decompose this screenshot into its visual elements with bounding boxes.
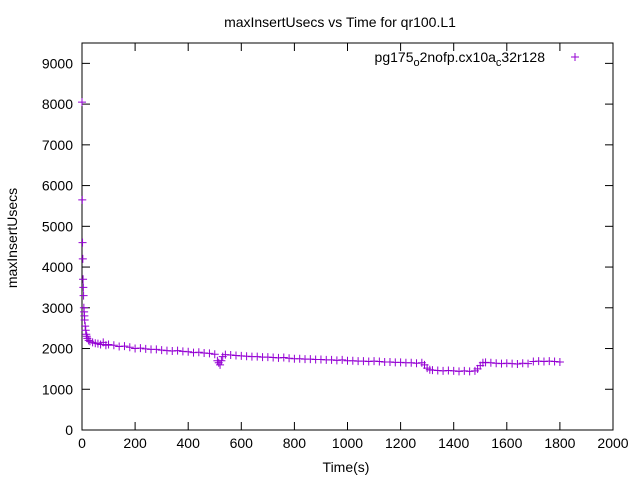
data-point	[173, 346, 182, 355]
legend-label: pg175o2nofp.cx10ac32r128	[375, 49, 546, 69]
y-tick-label: 5000	[42, 218, 73, 234]
y-tick-label: 7000	[42, 137, 73, 153]
data-point	[109, 341, 118, 350]
legend-marker-glyph	[571, 53, 579, 61]
x-axis: 0 200 400 600 800 1000 1200 1400 1600 1800 2000	[78, 43, 629, 451]
plot-frame	[81, 42, 614, 431]
data-point	[194, 348, 203, 357]
data-point	[81, 322, 90, 331]
y-tick-label: 9000	[42, 55, 73, 71]
data-point	[120, 342, 129, 351]
data-point	[125, 343, 134, 352]
data-point	[79, 275, 88, 284]
x-tick-label: 200	[123, 435, 147, 451]
x-tick-label: 0	[78, 435, 86, 451]
data-point	[555, 357, 564, 366]
data-point	[78, 195, 87, 204]
x-tick-label: 1800	[544, 435, 575, 451]
x-tick-label: 1200	[385, 435, 416, 451]
data-point	[184, 347, 193, 356]
data-point	[81, 326, 90, 335]
x-tick-label: 1400	[438, 435, 469, 451]
data-point	[84, 336, 93, 345]
y-tick-label: 2000	[42, 341, 73, 357]
data-point	[338, 355, 347, 364]
data-point	[210, 350, 219, 359]
x-tick-label: 800	[283, 435, 307, 451]
data-point	[217, 356, 226, 365]
y-tick-label: 3000	[42, 300, 73, 316]
data-point	[216, 360, 225, 369]
data-point	[79, 283, 88, 292]
y-tick-label: 1000	[42, 381, 73, 397]
y-tick-label: 8000	[42, 96, 73, 112]
y-tick-label: 4000	[42, 259, 73, 275]
data-point	[78, 254, 87, 263]
x-tick-label: 1000	[332, 435, 363, 451]
data-point	[524, 359, 533, 368]
y-axis-label: maxInsertUsecs	[4, 188, 20, 288]
data-point	[78, 98, 86, 107]
data-point	[279, 353, 288, 362]
data-point	[82, 330, 91, 339]
data-point	[513, 360, 522, 369]
y-tick-label: 6000	[42, 178, 73, 194]
data-point	[78, 238, 87, 247]
x-tick-label: 2000	[597, 435, 628, 451]
legend-marker	[571, 53, 579, 61]
x-axis-label: Time(s)	[323, 459, 370, 475]
y-tick-label: 0	[65, 422, 73, 438]
data-point	[80, 316, 89, 325]
data-point	[82, 332, 91, 341]
x-tick-label: 400	[177, 435, 201, 451]
x-tick-label: 1600	[491, 435, 522, 451]
data-point	[152, 345, 161, 354]
data-point	[79, 291, 88, 300]
data-point	[136, 344, 145, 353]
chart-title: maxInsertUsecs vs Time for qr100.L1	[224, 14, 456, 30]
y-axis: 0 1000 2000 3000 4000 5000 6000 7000 8000 9000	[42, 55, 613, 438]
data-point	[205, 349, 214, 358]
x-tick-label: 600	[230, 435, 254, 451]
data-point	[104, 340, 113, 349]
data-points	[78, 98, 564, 376]
legend: pg175o2nofp.cx10ac32r128	[375, 49, 579, 69]
plot-border	[81, 42, 614, 431]
